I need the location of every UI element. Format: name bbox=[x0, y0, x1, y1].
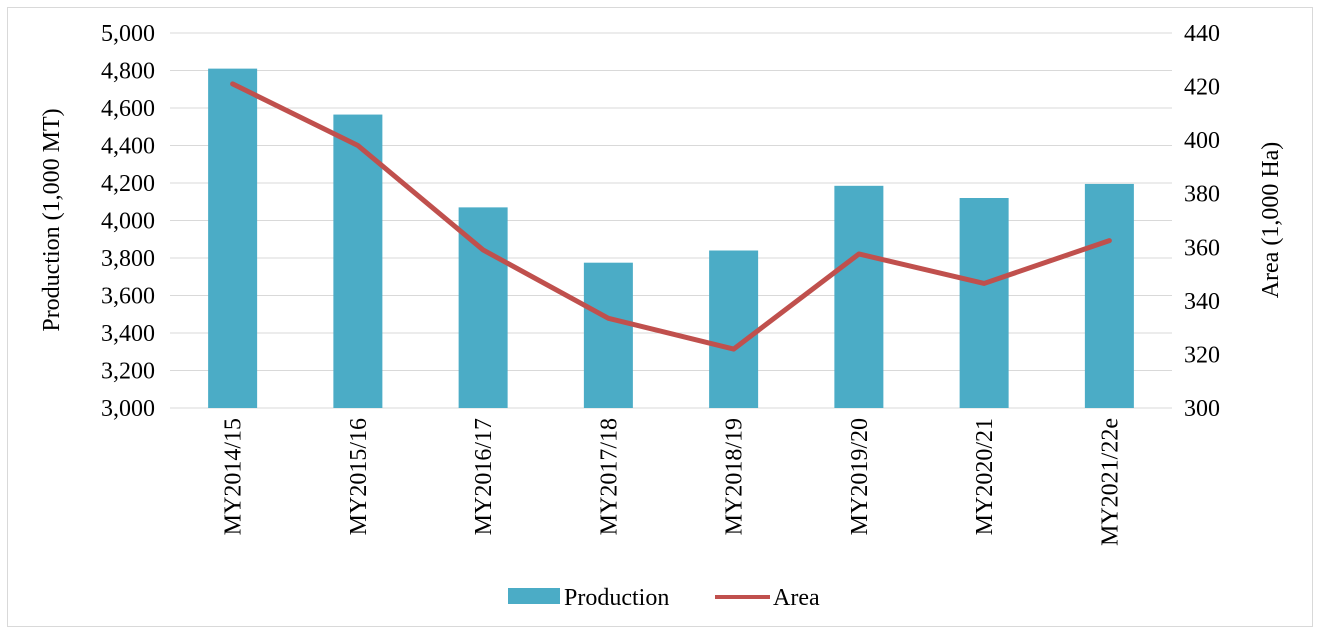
y-tick-label: 4,800 bbox=[101, 59, 155, 85]
y-tick-label: 4,000 bbox=[101, 209, 155, 235]
y-tick-label: 3,800 bbox=[101, 246, 155, 272]
line-area bbox=[230, 81, 1112, 352]
x-tick-label: MY2018/19 bbox=[722, 418, 748, 535]
y-tick-label: 3,000 bbox=[101, 396, 155, 422]
x-tick-label: MY2016/17 bbox=[471, 418, 497, 535]
y-tick-label: 4,400 bbox=[101, 134, 155, 160]
y-tick-label: 3,200 bbox=[101, 359, 155, 385]
y-tick-label: 4,600 bbox=[101, 96, 155, 122]
legend-production-label: Production bbox=[564, 585, 669, 611]
y2-tick-label: 320 bbox=[1184, 342, 1220, 368]
y2-tick-label: 340 bbox=[1184, 289, 1220, 315]
x-axis-ticks: MY2014/15 MY2015/16 MY2016/17 MY2017/18 MY20… bbox=[221, 418, 1124, 546]
bar-production bbox=[959, 198, 1009, 408]
y2-tick-label: 360 bbox=[1184, 235, 1220, 261]
legend-production-swatch bbox=[508, 588, 560, 604]
y2-tick-label: 300 bbox=[1184, 396, 1220, 422]
x-tick-label: MY2017/18 bbox=[596, 418, 622, 535]
legend-area-label: Area bbox=[773, 585, 820, 611]
right-axis-ticks: 300 320 340 360 380 400 420 440 bbox=[1184, 21, 1220, 422]
y-tick-label: 4,200 bbox=[101, 171, 155, 197]
x-tick-label: MY2019/20 bbox=[847, 418, 873, 535]
y-axis-title: Production (1,000 MT) bbox=[39, 108, 65, 331]
bar-production bbox=[333, 114, 383, 408]
area-line bbox=[230, 81, 1112, 352]
left-axis-ticks: 3,000 3,200 3,400 3,600 3,800 4,000 4,200 4,400… bbox=[101, 21, 155, 422]
gridlines bbox=[170, 32, 1172, 409]
legend: Production Area bbox=[508, 585, 820, 611]
y2-tick-label: 400 bbox=[1184, 128, 1220, 154]
y2-tick-label: 380 bbox=[1184, 182, 1220, 208]
bar-production bbox=[834, 185, 884, 408]
y2-tick-label: 420 bbox=[1184, 75, 1220, 101]
bar-production bbox=[709, 250, 759, 408]
x-tick-label: MY2021/22e bbox=[1097, 418, 1123, 546]
x-tick-label: MY2014/15 bbox=[221, 418, 247, 535]
bar-production bbox=[208, 68, 258, 408]
production-bars bbox=[208, 68, 1134, 408]
y2-axis-title: Area (1,000 Ha) bbox=[1258, 142, 1284, 299]
y-tick-label: 3,600 bbox=[101, 284, 155, 310]
y-tick-label: 3,400 bbox=[101, 321, 155, 347]
y-tick-label: 5,000 bbox=[101, 21, 155, 47]
x-tick-label: MY2015/16 bbox=[346, 418, 372, 535]
x-tick-label: MY2020/21 bbox=[972, 418, 998, 535]
bar-production bbox=[1084, 183, 1134, 408]
y2-tick-label: 440 bbox=[1184, 21, 1220, 47]
bar-production bbox=[458, 207, 508, 408]
bar-production bbox=[583, 262, 633, 408]
